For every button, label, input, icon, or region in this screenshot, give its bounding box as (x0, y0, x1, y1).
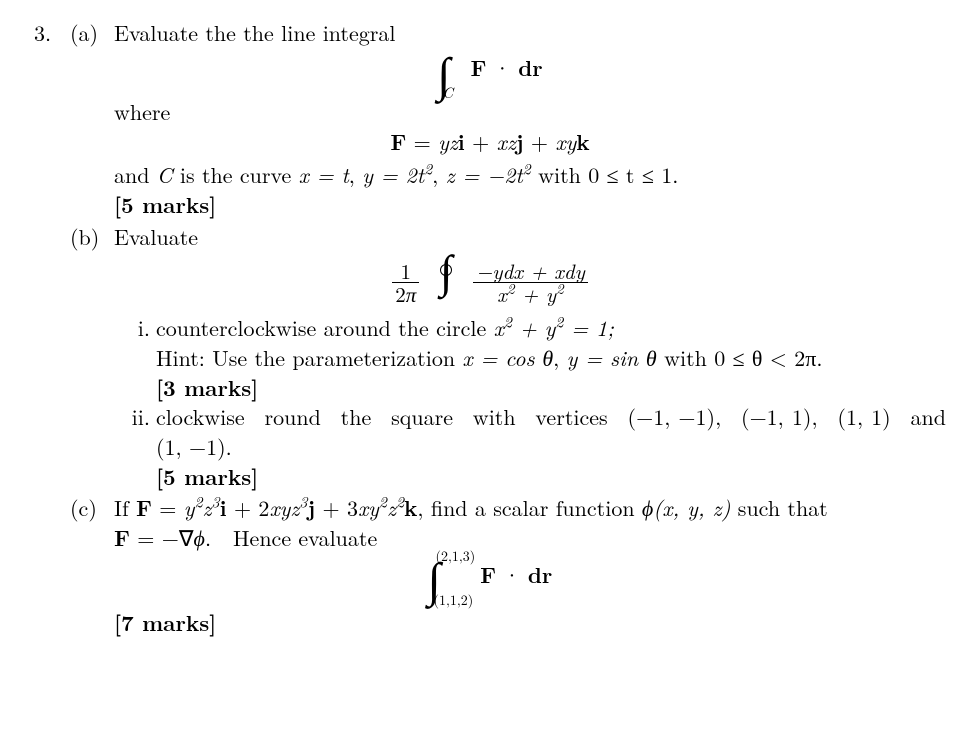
curve-sep2: , (432, 159, 445, 190)
part-b-i-label: i. (114, 313, 156, 343)
bi-param-x: x = cos θ (462, 342, 553, 373)
c-k: k (404, 492, 417, 523)
c-phi: ϕ(x, y, z) (642, 492, 731, 523)
question-number: 3. (34, 18, 70, 48)
c-F2: F (114, 522, 130, 553)
term-yz: yz (438, 126, 458, 157)
part-b-integral: 1 2π ∫ −ydx + xdy x2 + y2 (34, 251, 946, 305)
part-c-row: (c) If F = y2z3i + 2xyz3j + 3xy2z2k, fin… (34, 493, 946, 552)
bii-text: clockwise round the square with vertices… (156, 401, 946, 462)
c-if: If (114, 492, 136, 523)
integral-subscript: C (442, 83, 453, 103)
part-b-ii-body: clockwise round the square with vertices… (156, 402, 946, 491)
bi-range: with 0 ≤ θ < 2π. (657, 342, 823, 373)
plus-1: + (472, 126, 496, 157)
part-b-label: (b) (70, 222, 114, 252)
part-c-integral: ∫ (2,1,3) (1,1,2) F · dr (34, 555, 946, 603)
c-such: such that (730, 492, 827, 523)
bi-sep: , (553, 342, 566, 373)
part-b-intro: Evaluate (114, 222, 946, 252)
c-F: F (136, 492, 152, 523)
c-plus1: + 2 (227, 492, 270, 523)
F-lhs: F (390, 126, 406, 157)
part-a-intro: Evaluate the the line integral (114, 18, 946, 48)
part-b-i-body: counterclockwise around the circle x2 + … (156, 313, 946, 402)
curve-range: with 0 ≤ t ≤ 1. (531, 159, 679, 190)
curve-C: C (157, 159, 173, 190)
unit-j: j (516, 126, 524, 157)
unit-k: k (576, 126, 589, 157)
part-b-ii-label: ii. (114, 402, 156, 432)
page: 3. (a) Evaluate the the line integral ∫ … (0, 0, 980, 747)
coef-den: 2π (392, 283, 419, 305)
term-xy: xy (555, 126, 576, 157)
part-a-F-def: F = yzi + xzj + xyk (34, 127, 946, 157)
part-a-label: (a) (70, 18, 114, 48)
integrand-frac: −ydx + xdy x2 + y2 (473, 260, 588, 305)
part-b-i-row: i. counterclockwise around the circle x2… (34, 313, 946, 402)
c-plus2: + 3 (315, 492, 358, 523)
curve-z: z = −2t2 (446, 159, 531, 190)
lower-limit: (1,1,2) (434, 591, 474, 610)
part-a-curve-line: and C is the curve x = t, y = 2t2, z = −… (34, 160, 946, 190)
part-b-row: (b) Evaluate (34, 222, 946, 252)
curve-sep1: , (349, 159, 362, 190)
bi-circle-eq: x2 + y2 = 1; (494, 312, 614, 343)
curve-is: is the curve (173, 159, 299, 190)
integral-symbol-group: ∫ C (437, 50, 461, 93)
bi-text: counterclockwise around the circle (156, 312, 494, 343)
term-xz: xz (497, 126, 516, 157)
c-i: i (220, 492, 227, 523)
plus-2: + (531, 126, 555, 157)
unit-i: i (458, 126, 465, 157)
part-a-where: where (34, 97, 946, 127)
integral-dr: · dr (494, 52, 543, 83)
c-int-F: F (480, 559, 496, 590)
bi-marks: [3 marks] (156, 372, 258, 403)
c-gradient: = −∇ϕ. Hence evaluate (130, 522, 377, 553)
curve-x: x = t (299, 159, 349, 190)
question-header-row: 3. (a) Evaluate the the line integral (34, 18, 946, 48)
integrand-den: x2 + y2 (473, 283, 588, 305)
part-c-marks: [7 marks] (34, 608, 946, 638)
curve-y: y = 2t2 (362, 159, 432, 190)
upper-limit: (2,1,3) (436, 547, 476, 566)
bi-hint: Hint: Use the parameterization (156, 342, 462, 373)
part-c-label: (c) (70, 493, 114, 523)
c-term3: xy2z2 (358, 492, 404, 523)
part-b-ii-row: ii. clockwise round the square with vert… (34, 402, 946, 491)
oint-symbol: ∫ (440, 251, 453, 288)
integral-F: F (471, 52, 487, 83)
c-int-dr: · dr (503, 559, 552, 590)
curve-and: and (114, 159, 157, 190)
c-term2: xyz3 (269, 492, 307, 523)
c-j: j (307, 492, 315, 523)
part-a-integral: ∫ C F · dr (34, 50, 946, 93)
c-eq: = (152, 492, 184, 523)
part-a-marks: [5 marks] (34, 190, 946, 220)
part-c-body: If F = y2z3i + 2xyz3j + 3xy2z2k, find a … (114, 493, 946, 552)
definite-integral: ∫ (2,1,3) (1,1,2) (428, 555, 441, 603)
c-after: , find a scalar function (417, 492, 642, 523)
c-term1: y2z3 (184, 492, 220, 523)
bi-param-y: y = sin θ (567, 342, 657, 373)
coef-frac: 1 2π (392, 260, 419, 305)
bii-marks: [5 marks] (156, 461, 258, 492)
